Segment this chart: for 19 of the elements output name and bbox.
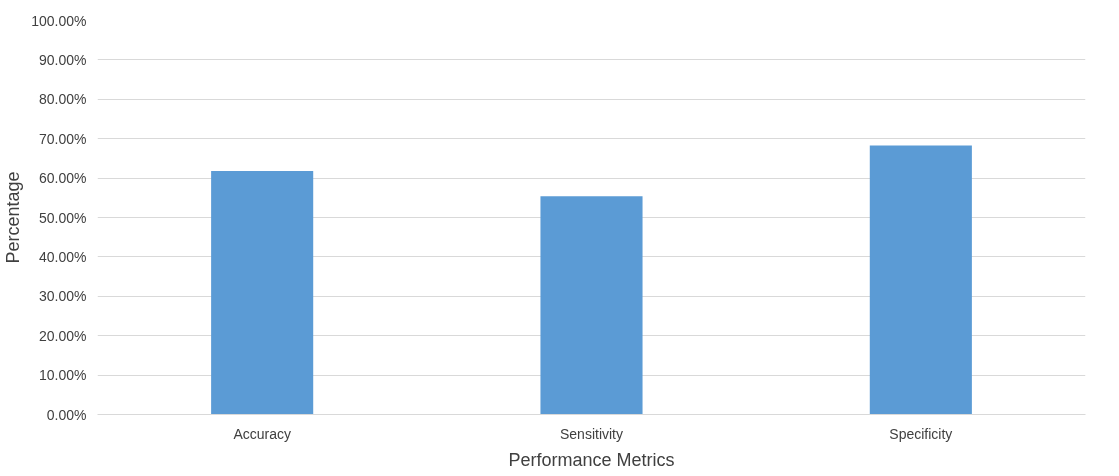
y-tick-label: 0.00% xyxy=(46,406,87,423)
y-axis-title: Percentage xyxy=(3,171,24,264)
y-tick-label: 50.00% xyxy=(39,209,87,226)
y-tick-label: 60.00% xyxy=(39,170,87,187)
y-tick-label: 10.00% xyxy=(39,367,87,384)
bar xyxy=(869,145,972,415)
y-tick-label: 90.00% xyxy=(39,51,87,68)
bar xyxy=(540,196,643,415)
x-tick-label: Accuracy xyxy=(233,425,291,442)
y-tick-label: 20.00% xyxy=(39,327,87,344)
x-axis-title: Performance Metrics xyxy=(508,449,675,470)
x-tick-label: Specificity xyxy=(889,425,953,442)
y-tick-label: 70.00% xyxy=(39,130,87,147)
x-tick-label: Sensitivity xyxy=(559,425,624,442)
y-tick-label: 100.00% xyxy=(31,12,87,29)
y-tick-label: 30.00% xyxy=(39,288,87,305)
y-tick-label: 40.00% xyxy=(39,248,87,265)
bar xyxy=(211,171,314,415)
y-tick-label: 80.00% xyxy=(39,91,87,108)
